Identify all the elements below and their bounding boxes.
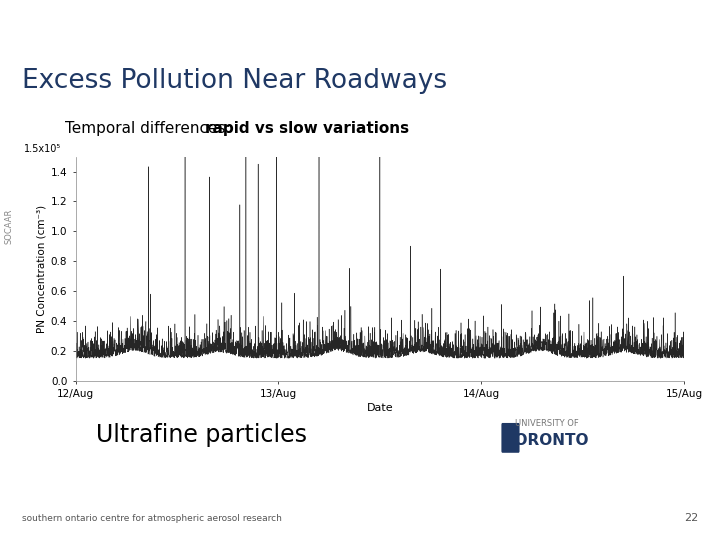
Text: UNIVERSITY OF: UNIVERSITY OF (516, 420, 579, 428)
Text: Ultrafine particles: Ultrafine particles (96, 423, 307, 447)
FancyBboxPatch shape (501, 423, 520, 453)
Y-axis label: PN Concentration (cm⁻³): PN Concentration (cm⁻³) (37, 205, 47, 333)
Text: Temporal differences:: Temporal differences: (65, 122, 235, 137)
Text: Excess Pollution Near Roadways: Excess Pollution Near Roadways (22, 68, 446, 93)
X-axis label: Date: Date (366, 403, 393, 413)
Text: 22: 22 (684, 514, 698, 523)
Text: southern ontario centre for atmospheric aerosol research: southern ontario centre for atmospheric … (22, 514, 282, 523)
Text: TORONTO: TORONTO (505, 433, 590, 448)
Text: rapid vs slow variations: rapid vs slow variations (205, 122, 410, 137)
Text: SOCAAR: SOCAAR (4, 209, 13, 245)
Text: 1.5x10⁵: 1.5x10⁵ (24, 144, 61, 154)
